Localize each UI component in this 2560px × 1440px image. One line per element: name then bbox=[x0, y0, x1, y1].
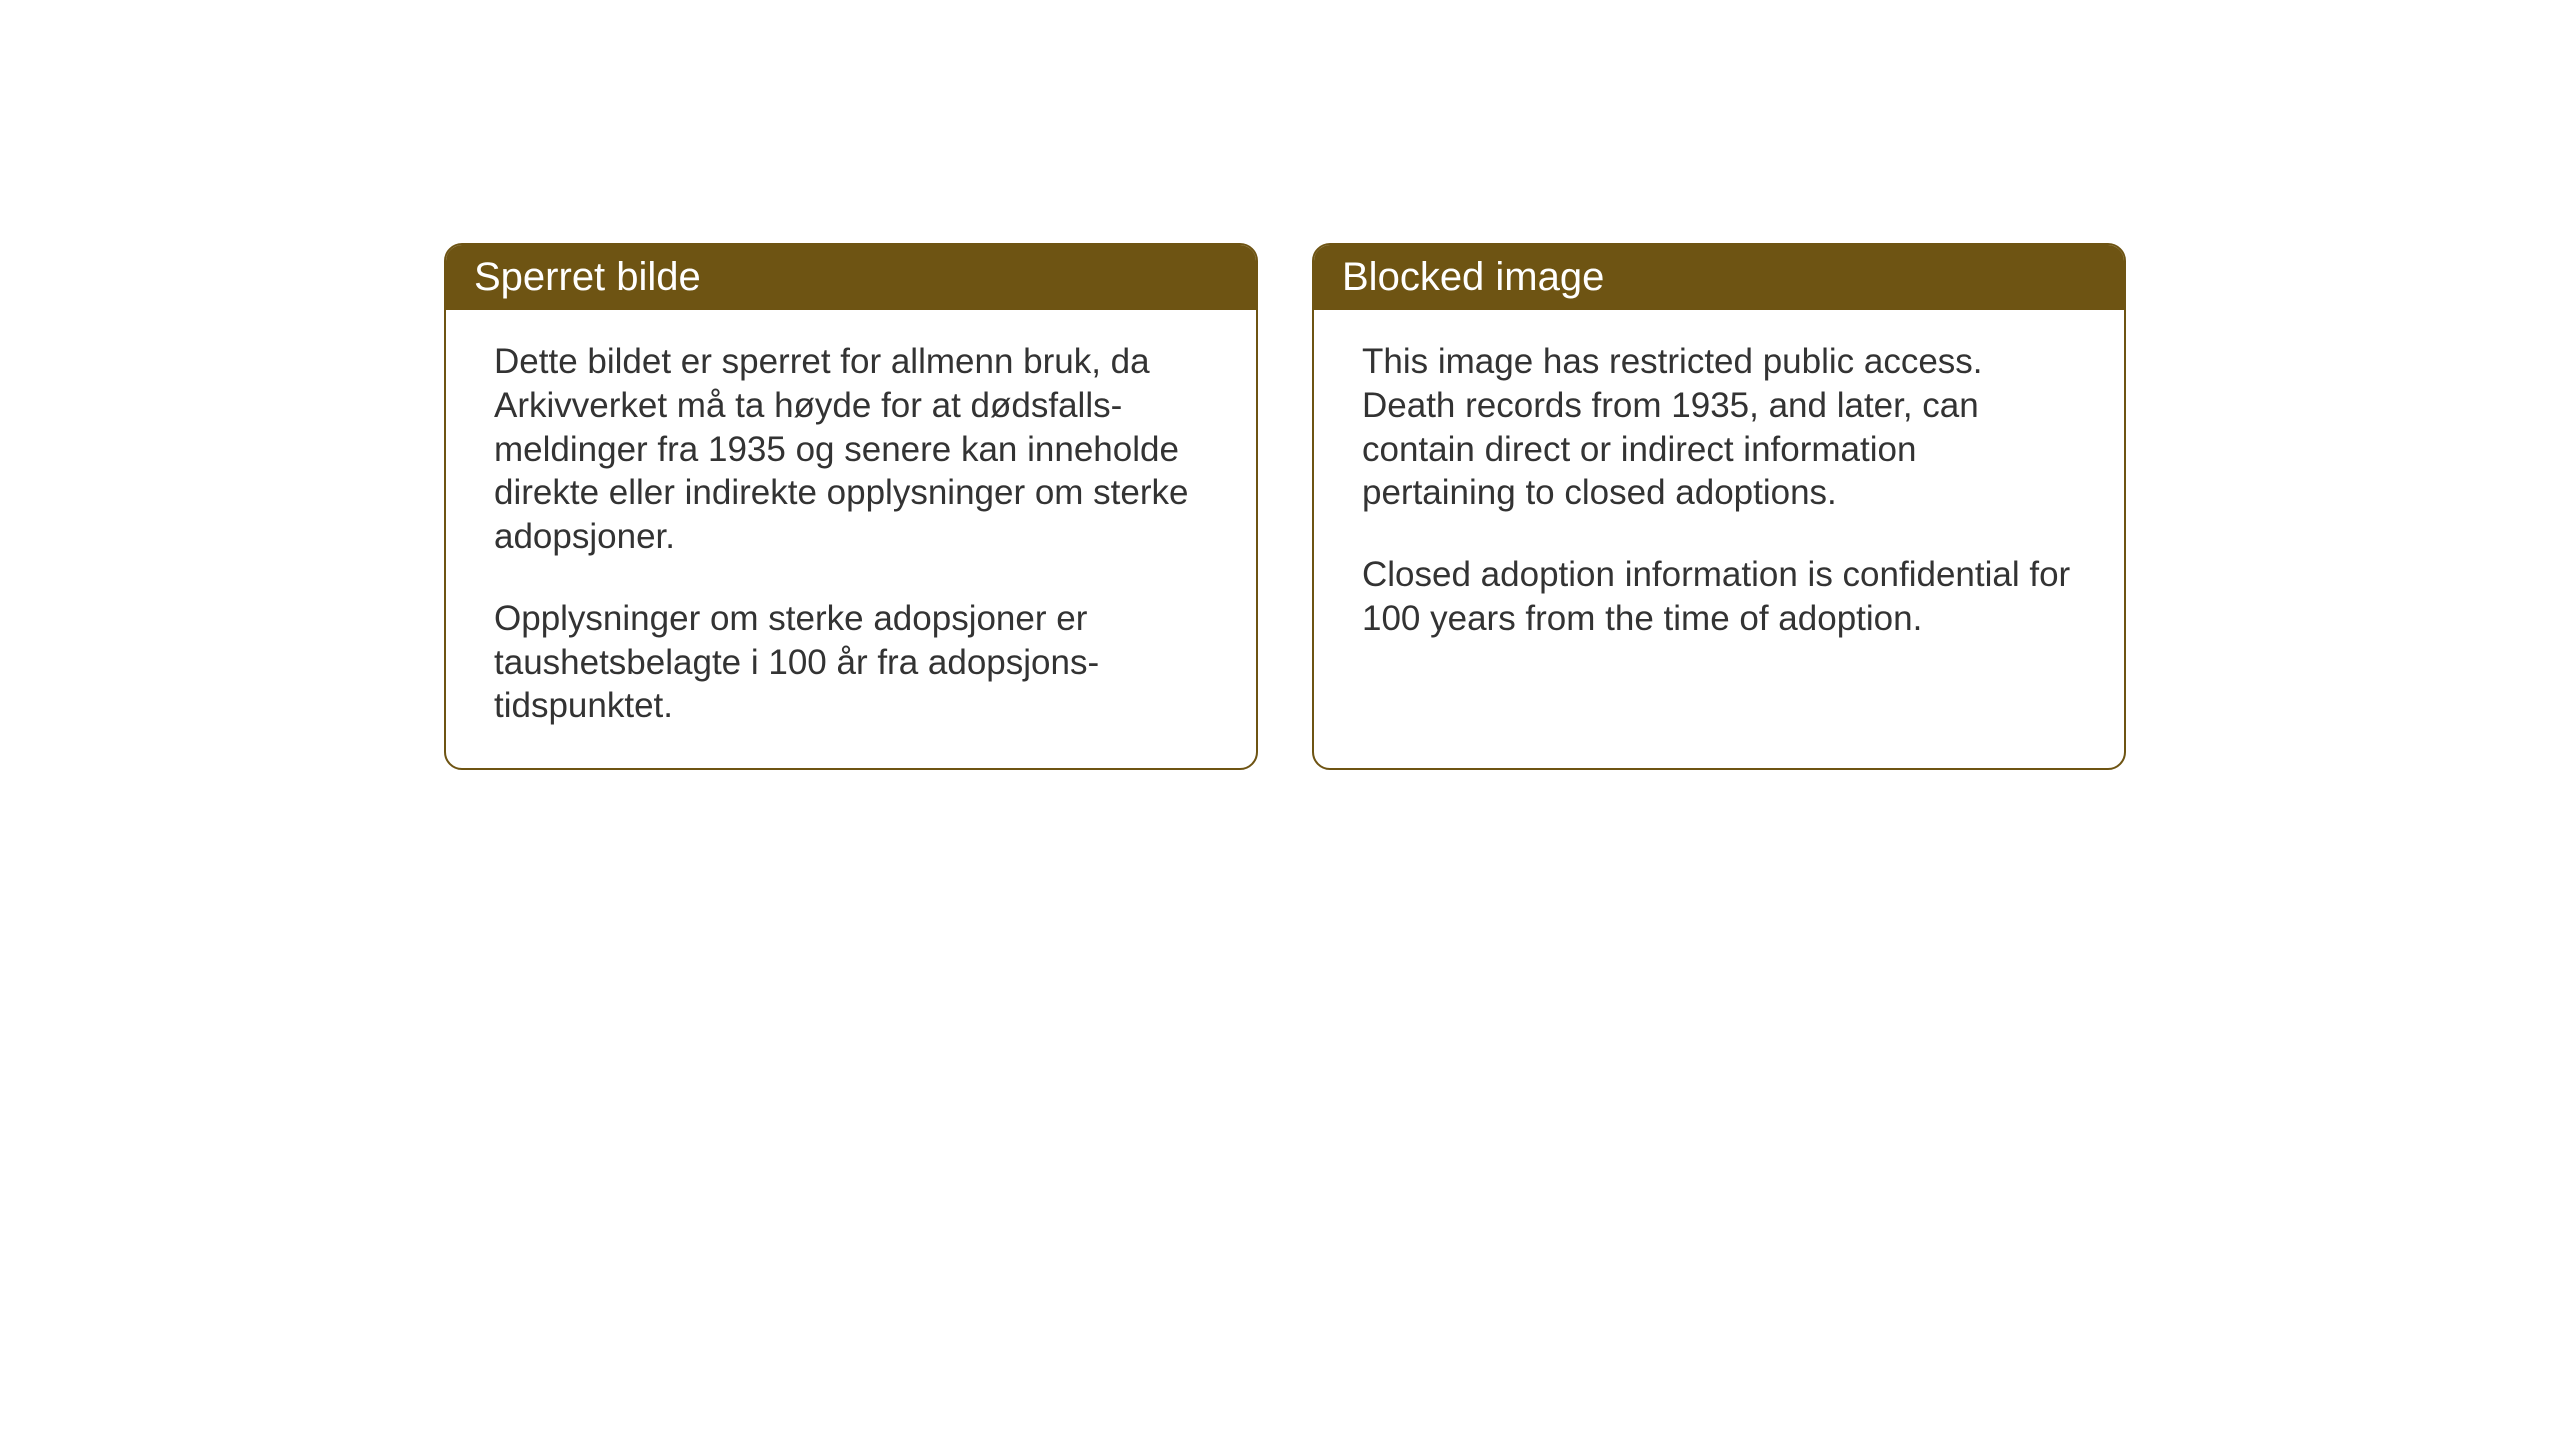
card-paragraph: This image has restricted public access.… bbox=[1362, 340, 2076, 515]
card-title-english: Blocked image bbox=[1342, 255, 1604, 299]
card-body-english: This image has restricted public access.… bbox=[1314, 310, 2124, 681]
card-body-norwegian: Dette bildet er sperret for allmenn bruk… bbox=[446, 310, 1256, 768]
notice-card-norwegian: Sperret bilde Dette bildet er sperret fo… bbox=[444, 243, 1258, 770]
card-header-english: Blocked image bbox=[1314, 245, 2124, 310]
notice-container: Sperret bilde Dette bildet er sperret fo… bbox=[444, 243, 2126, 770]
card-title-norwegian: Sperret bilde bbox=[474, 255, 701, 299]
card-paragraph: Dette bildet er sperret for allmenn bruk… bbox=[494, 340, 1208, 559]
card-paragraph: Opplysninger om sterke adopsjoner er tau… bbox=[494, 597, 1208, 728]
notice-card-english: Blocked image This image has restricted … bbox=[1312, 243, 2126, 770]
card-paragraph: Closed adoption information is confident… bbox=[1362, 553, 2076, 641]
card-header-norwegian: Sperret bilde bbox=[446, 245, 1256, 310]
